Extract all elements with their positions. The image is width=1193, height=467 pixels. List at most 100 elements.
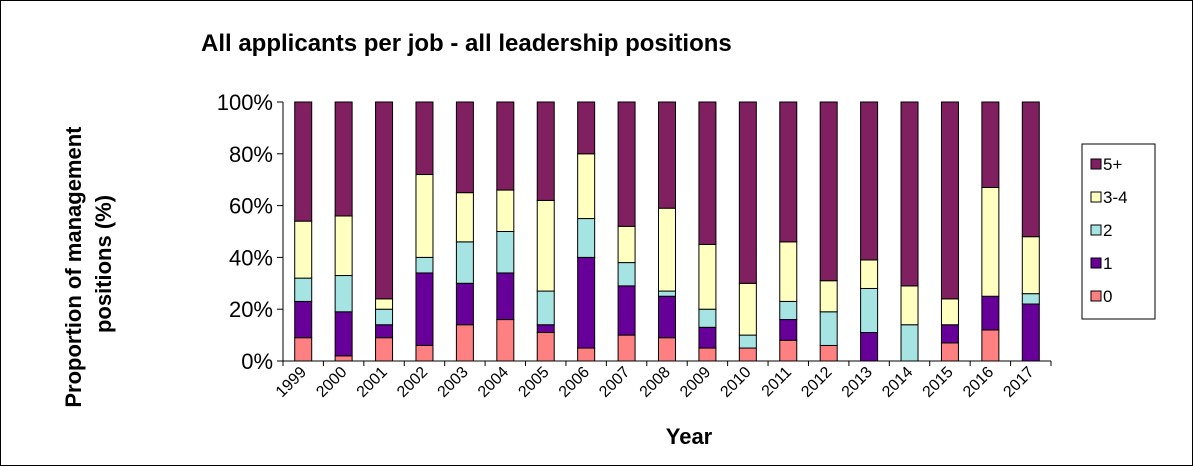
bar-segment — [294, 337, 313, 362]
x-tick-label: 2001 — [354, 364, 391, 401]
bar-segment — [334, 311, 353, 357]
bar-segment — [1021, 303, 1040, 362]
bar-segment — [1021, 236, 1040, 295]
y-axis-label: Proportion of management positions (%) — [61, 120, 116, 407]
bar-segment — [577, 153, 596, 220]
bar-segment — [819, 101, 838, 282]
bar-segment — [455, 282, 474, 326]
bar-segment — [375, 101, 394, 300]
bar-segment — [738, 282, 757, 336]
bar-segment — [940, 298, 959, 326]
bar-segment — [455, 101, 474, 194]
bar-segment — [294, 220, 313, 279]
y-tick-label: 100% — [217, 90, 273, 115]
y-tick-label: 60% — [229, 194, 273, 219]
bar-segment — [940, 101, 959, 300]
legend-label: 1 — [1103, 254, 1112, 273]
bar-segment — [415, 272, 434, 346]
legend-swatch — [1090, 224, 1102, 236]
bar-segment — [1021, 293, 1040, 305]
bar-segment — [940, 342, 959, 362]
bar-segment — [577, 347, 596, 362]
x-tick-label: 2012 — [798, 364, 835, 401]
x-tick-label: 2008 — [637, 364, 674, 401]
bar-segment — [536, 199, 555, 292]
bar-segment — [375, 308, 394, 326]
legend-swatch — [1090, 290, 1102, 302]
legend-label: 2 — [1103, 221, 1112, 240]
x-tick-label: 2014 — [879, 364, 916, 401]
bar-segment — [658, 101, 676, 209]
y-tick-label: 80% — [229, 142, 273, 167]
x-tick-label: 2013 — [839, 364, 876, 401]
bar-segment — [617, 285, 636, 336]
bar-segment — [819, 344, 838, 362]
bar-segment — [577, 101, 596, 155]
legend-swatch — [1090, 191, 1102, 203]
x-tick-label: 2009 — [677, 364, 714, 401]
y-tick-label: 20% — [229, 297, 273, 322]
bar-segment — [455, 241, 474, 284]
x-tick-label: 2005 — [515, 364, 552, 401]
y-tick-label: 0% — [241, 349, 273, 374]
legend-label: 3-4 — [1103, 188, 1128, 207]
bar-segment — [738, 347, 757, 362]
legend-swatch — [1090, 158, 1102, 170]
bar-segment — [779, 319, 798, 341]
bar-segment — [496, 319, 515, 362]
bar-segment — [617, 334, 636, 362]
bar-segment — [860, 101, 879, 261]
bar-segment — [617, 101, 636, 227]
bar-segment — [455, 192, 474, 243]
bar-segment — [698, 101, 717, 245]
bar-segment — [375, 298, 394, 310]
x-tick-label: 2016 — [960, 364, 997, 401]
bar-segment — [698, 243, 717, 310]
legend-label: 5+ — [1103, 155, 1122, 174]
bar-segment — [738, 101, 757, 284]
bar-segment — [294, 277, 313, 302]
bar-segment — [536, 332, 555, 362]
x-tick-label: 2004 — [475, 364, 512, 401]
bar-segment — [375, 337, 394, 362]
bar-segment — [981, 186, 1000, 297]
bar-segment — [577, 256, 596, 349]
y-axis-label-line2: positions (%) — [91, 195, 116, 333]
plot-area: 0%20%40%60%80%100%1999 2000 2001 2002 2003 20… — [217, 90, 1052, 401]
bar-segment — [779, 241, 798, 302]
legend-label: 0 — [1103, 287, 1112, 306]
legend-swatch — [1090, 257, 1102, 269]
bar-segment — [779, 339, 798, 362]
bar-segment — [658, 295, 676, 339]
x-tick-label: 2010 — [717, 364, 754, 401]
bar-segment — [698, 326, 717, 349]
bar-segment — [819, 311, 838, 346]
bar-segment — [294, 101, 313, 222]
bar-segment — [738, 334, 757, 349]
bar-segment — [658, 207, 676, 292]
bar-segment — [334, 275, 353, 313]
bar-segment — [334, 355, 353, 362]
x-tick-label: 1999 — [273, 364, 310, 401]
bar-segment — [415, 256, 434, 274]
bar-segment — [981, 295, 1000, 331]
bar-segment — [860, 287, 879, 334]
bar-segment — [940, 324, 959, 344]
bar-segment — [334, 101, 353, 217]
bar-segment — [496, 101, 515, 191]
bar-segment — [536, 290, 555, 326]
y-tick-label: 40% — [229, 245, 273, 270]
bar-segment — [981, 101, 1000, 188]
bar-segment — [577, 218, 596, 258]
bar-segment — [375, 324, 394, 339]
bar-segment — [617, 262, 636, 287]
bar-segment — [496, 189, 515, 232]
x-tick-label: 2011 — [759, 364, 795, 400]
bar-segment — [496, 272, 515, 321]
bar-segment — [698, 308, 717, 328]
x-tick-label: 2007 — [596, 364, 633, 401]
bar-segment — [860, 259, 879, 289]
bar-segment — [415, 344, 434, 362]
